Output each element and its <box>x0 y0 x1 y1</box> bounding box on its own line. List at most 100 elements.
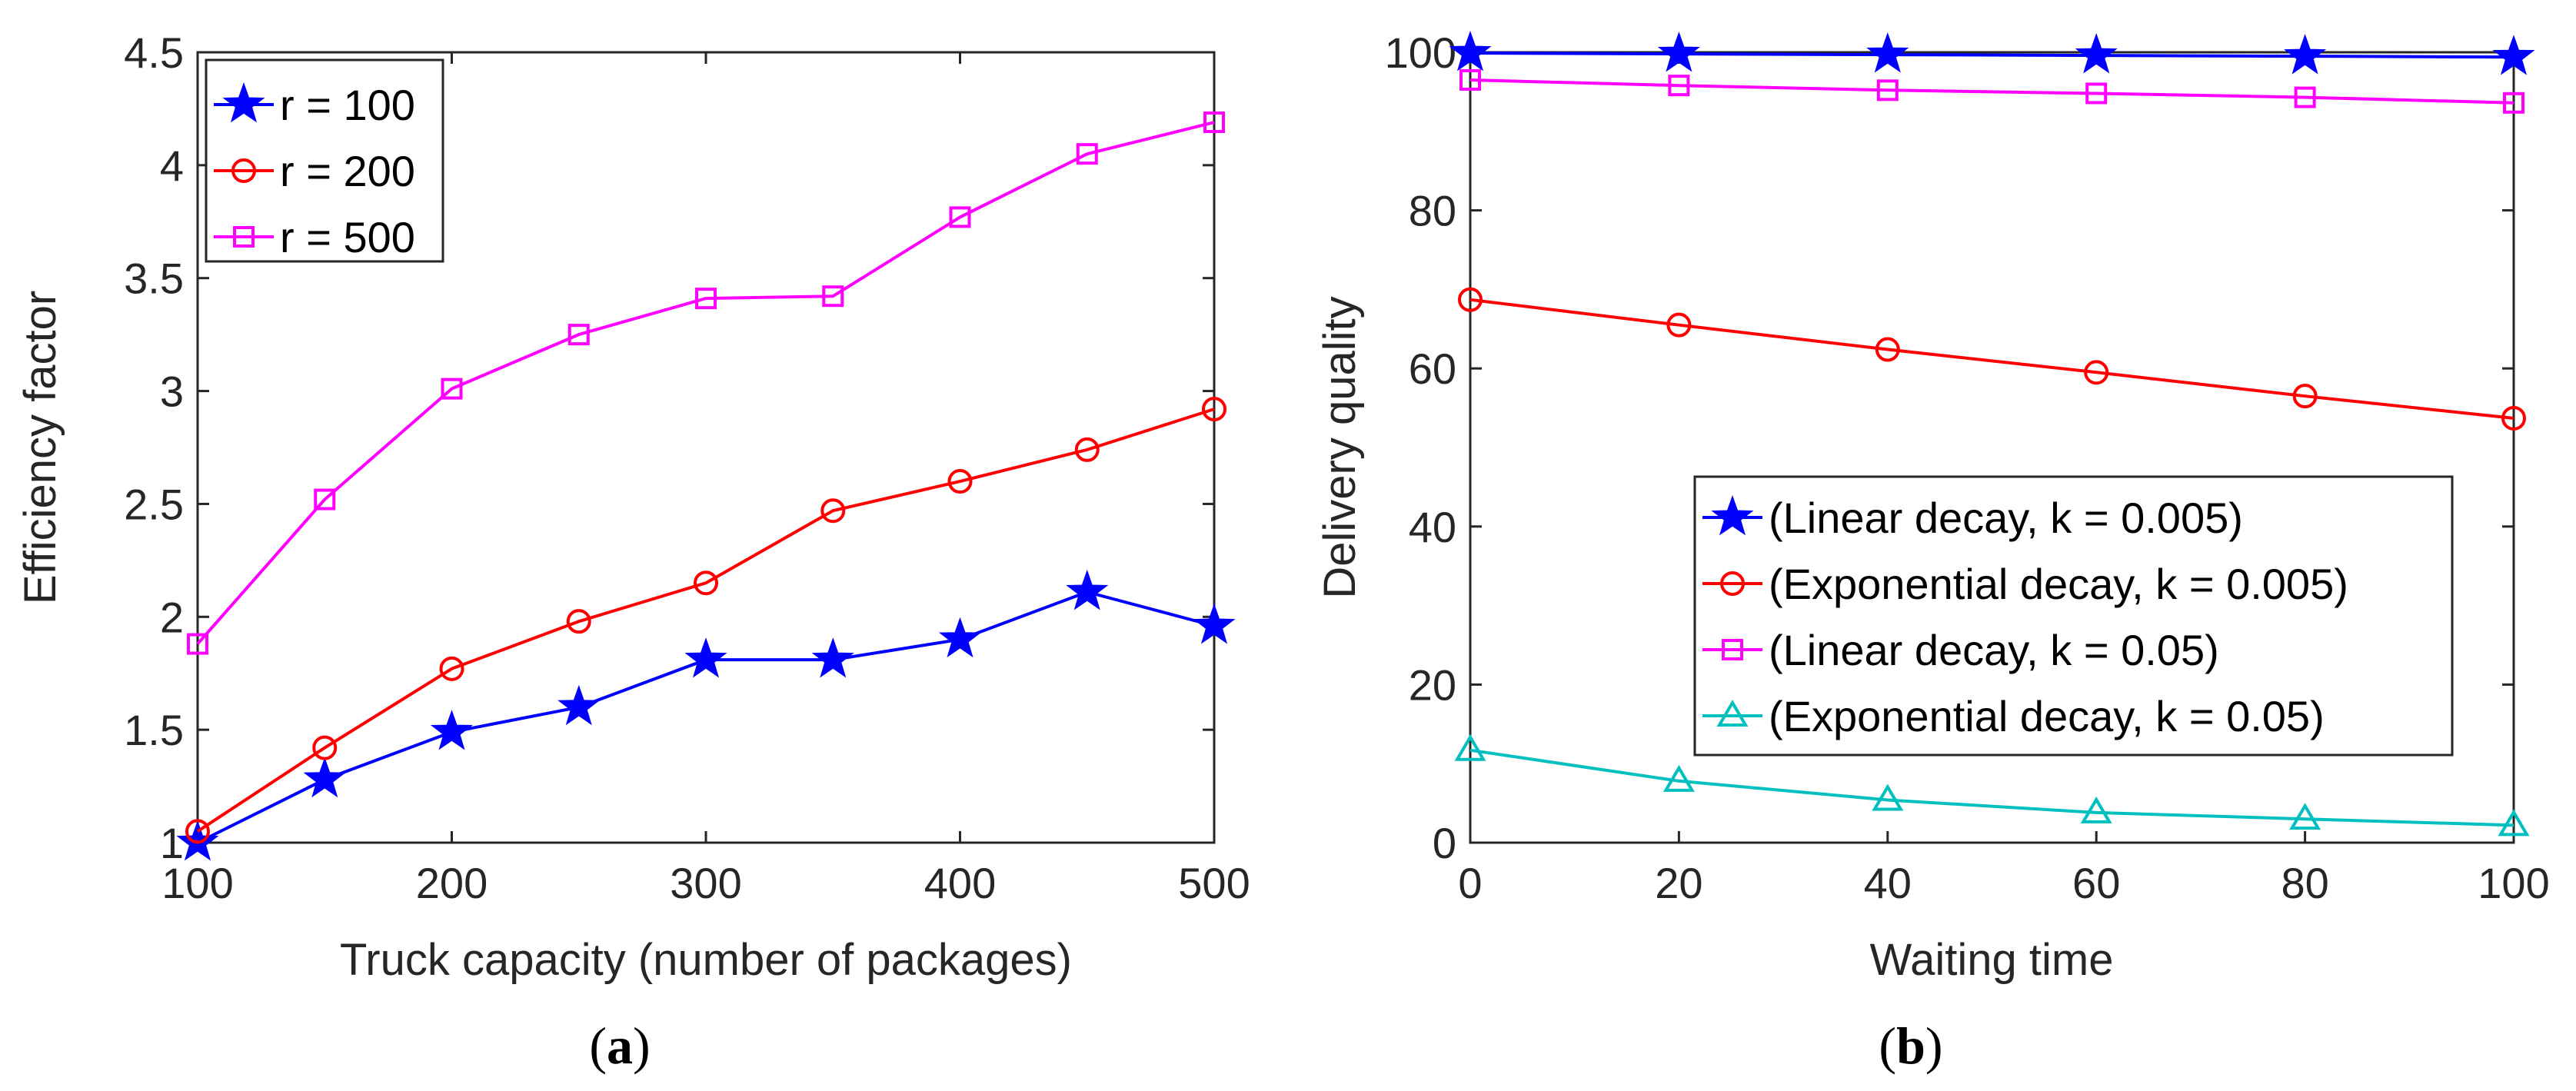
a-y-tick-label: 2 <box>160 593 184 641</box>
panel-b-caption-letter: b <box>1896 1016 1925 1075</box>
b-series-3 <box>1459 68 2524 114</box>
a-series-3-point <box>441 378 463 400</box>
b-series-4-line <box>1469 748 2514 827</box>
a-x-tick-label: 100 <box>161 859 233 907</box>
b-y-tick-label: 80 <box>1409 187 1456 235</box>
b-series-4-point <box>1662 764 1695 792</box>
panel-b-legend-box <box>1693 475 2454 757</box>
panel-a-tick-labels: 100 200 300 400 500 1 1.5 2 2.5 3 3.5 4 4.5 <box>124 28 1250 907</box>
b-x-tick-label: 80 <box>2281 859 2328 907</box>
a-series-2-point <box>820 498 846 524</box>
a-y-tick-label: 3 <box>160 368 184 416</box>
b-series-2-point <box>2084 360 2109 385</box>
a-series-3-point <box>949 206 971 228</box>
a-series-2-point <box>185 819 210 844</box>
panel-b-series <box>1449 31 2535 837</box>
panel-b-caption-open: ( <box>1879 1016 1896 1075</box>
a-series-3-point <box>695 288 717 310</box>
b-series-1-point <box>1866 32 1909 73</box>
b-y-tick-label: 40 <box>1409 503 1456 551</box>
b-series-2-point <box>1458 287 1483 312</box>
a-series-3-point <box>822 285 844 308</box>
a-y-tick-label: 1 <box>160 819 184 867</box>
panel-b-caption: (b) <box>1879 1016 1942 1075</box>
panel-a-caption-close: ) <box>633 1016 651 1075</box>
a-y-tick-label: 3.5 <box>124 254 184 303</box>
a-legend-label: r = 200 <box>280 147 415 195</box>
a-series-3-point <box>187 633 208 655</box>
a-series-3-point <box>314 488 336 511</box>
a-series-1-point <box>303 757 346 798</box>
b-series-2-point <box>2292 384 2318 409</box>
b-series-3-point <box>2085 82 2108 105</box>
a-series-2-point <box>566 609 591 634</box>
a-legend-label: r = 100 <box>280 81 415 129</box>
b-legend-swatch-marker <box>1711 495 1754 536</box>
b-x-tick-label: 60 <box>2072 859 2120 907</box>
b-x-tick-label: 20 <box>1655 859 1702 907</box>
panel-b-x-axis-label: Waiting time <box>1870 935 2114 985</box>
panel-b-delivery-quality-chart: 0 20 40 60 80 100 0 20 40 60 80 100 Waiting time De… <box>1315 28 2550 1075</box>
a-series-3 <box>187 111 1225 655</box>
a-legend-item-3: r = 500 <box>214 213 415 261</box>
a-series-1-point <box>557 684 601 726</box>
b-series-1-line <box>1469 52 2514 59</box>
b-legend-item-4: (Exponential decay, k = 0.05) <box>1702 692 2325 740</box>
panel-a-efficiency-chart: 100 200 300 400 500 1 1.5 2 2.5 3 3.5 4 4.5 Truck ca… <box>15 28 1250 1075</box>
b-legend-item-1: (Linear decay, k = 0.005) <box>1702 494 2243 542</box>
panel-a-x-axis-label: Truck capacity (number of packages) <box>340 935 1072 985</box>
b-series-4 <box>1454 733 2530 837</box>
b-series-1-point <box>2492 35 2535 75</box>
a-series-2-point <box>1074 437 1100 462</box>
b-y-tick-label: 20 <box>1409 660 1456 709</box>
b-legend-label: (Linear decay, k = 0.05) <box>1769 626 2219 674</box>
a-series-1-point <box>1066 569 1109 610</box>
a-y-tick-label: 4 <box>160 141 184 190</box>
a-series-2-point <box>439 656 464 681</box>
b-series-4-point <box>2498 809 2530 837</box>
a-y-tick-label: 1.5 <box>124 706 184 754</box>
panel-a-legend: r = 100 r = 200 r = 500 <box>205 58 444 263</box>
a-legend-swatch-marker <box>231 158 256 183</box>
a-series-2-point <box>1202 397 1226 422</box>
a-series-2-point <box>694 570 718 596</box>
b-legend-swatch-marker <box>1722 639 1743 660</box>
a-series-2 <box>185 397 1226 844</box>
a-series-2-point <box>947 469 973 494</box>
panel-a-caption: (a) <box>589 1016 650 1075</box>
a-legend-swatch-marker <box>222 82 265 123</box>
b-series-4-point <box>2080 796 2112 823</box>
a-x-tick-label: 300 <box>670 859 741 907</box>
b-series-4-point <box>1872 783 1904 811</box>
b-series-3-point <box>2503 91 2524 114</box>
b-x-tick-label: 0 <box>1458 859 1482 907</box>
a-legend-swatch-marker <box>233 226 255 248</box>
b-legend-label: (Exponential decay, k = 0.005) <box>1769 560 2348 608</box>
a-legend-item-1: r = 100 <box>214 81 415 129</box>
b-series-4-point <box>1454 733 1486 761</box>
b-series-3-point <box>1459 68 1481 91</box>
a-x-tick-label: 200 <box>416 859 488 907</box>
panel-a-caption-open: ( <box>589 1016 607 1075</box>
panel-a-caption-letter: a <box>607 1016 633 1075</box>
a-y-tick-label: 2.5 <box>124 480 184 528</box>
b-y-tick-label: 0 <box>1433 819 1456 867</box>
b-series-1-point <box>1657 32 1700 72</box>
a-series-1-point <box>1193 604 1236 644</box>
b-series-2 <box>1458 287 2526 431</box>
b-legend-label: (Exponential decay, k = 0.05) <box>1769 692 2325 740</box>
panel-b-legend: (Linear decay, k = 0.005) (Exponential de… <box>1693 475 2454 757</box>
b-series-1 <box>1449 31 2535 75</box>
a-series-3-line <box>196 121 1215 645</box>
b-legend-item-3: (Linear decay, k = 0.05) <box>1702 626 2219 674</box>
b-series-3-line <box>1469 78 2514 105</box>
b-legend-item-2: (Exponential decay, k = 0.005) <box>1702 560 2348 608</box>
b-legend-swatch-marker <box>1716 700 1749 727</box>
b-series-3-point <box>1876 79 1899 101</box>
a-series-1-point <box>684 637 727 678</box>
b-series-2-line <box>1469 298 2514 420</box>
b-series-1-point <box>2075 33 2118 74</box>
a-series-1-point <box>938 617 982 658</box>
a-series-2-line <box>196 407 1215 833</box>
